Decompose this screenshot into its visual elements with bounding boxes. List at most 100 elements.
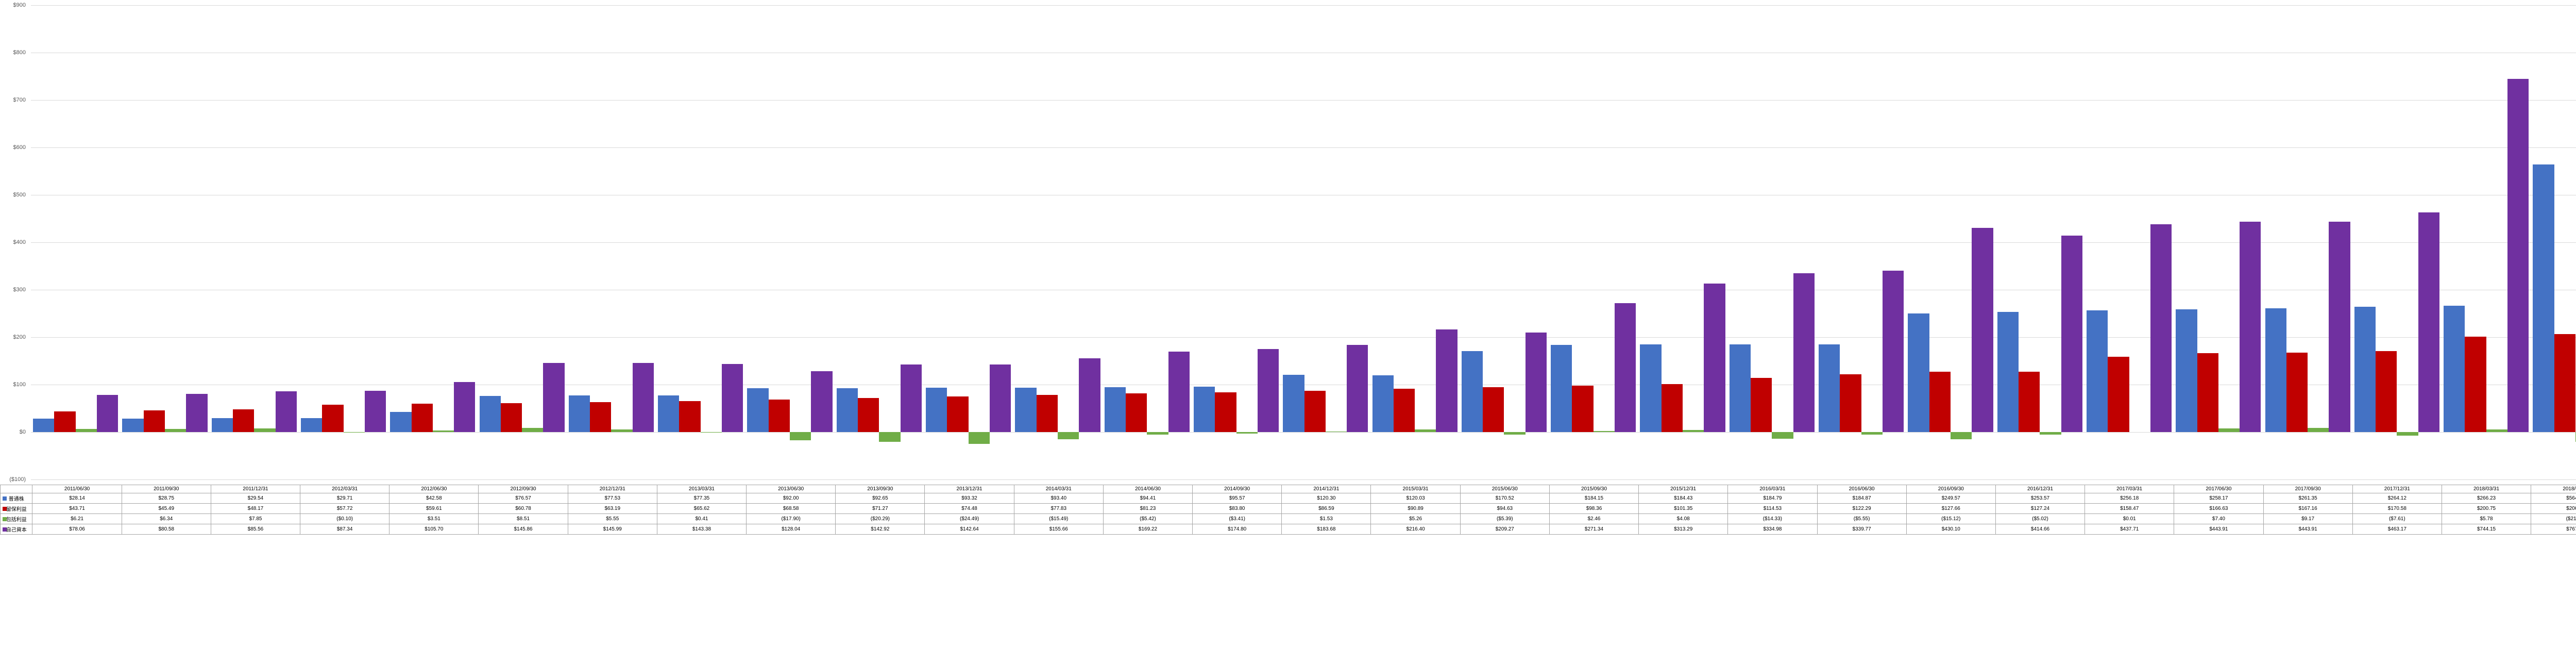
bar	[1347, 345, 1368, 432]
y-tick-label: ($100)	[9, 476, 26, 483]
table-cell: $87.34	[300, 524, 389, 535]
table-cell: $253.57	[1995, 493, 2084, 504]
bar	[1105, 387, 1126, 432]
bar	[276, 391, 297, 432]
table-cell: $74.48	[925, 504, 1014, 514]
row-label-cell: 包括利益	[1, 514, 32, 524]
table-cell: $77.53	[568, 493, 657, 504]
table-cell: $81.23	[1103, 504, 1192, 514]
table-cell: ($15.12)	[1906, 514, 1995, 524]
table-cell: $128.04	[747, 524, 836, 535]
table-header-cell: 2011/09/30	[122, 485, 211, 493]
period-group	[1370, 5, 1460, 479]
bar	[144, 410, 165, 432]
table-cell: $170.52	[1460, 493, 1549, 504]
table-cell: $4.08	[1639, 514, 1728, 524]
table-cell: $127.66	[1906, 504, 1995, 514]
table-cell: $92.65	[836, 493, 925, 504]
table-header-cell: 2017/12/31	[2352, 485, 2442, 493]
bar	[76, 429, 97, 432]
bar	[747, 388, 768, 432]
bar	[1215, 392, 1236, 432]
bar	[1258, 349, 1279, 432]
table-cell: ($14.33)	[1728, 514, 1817, 524]
period-group	[478, 5, 567, 479]
table-header-cell: 2011/12/31	[211, 485, 300, 493]
bar	[969, 432, 990, 444]
table-cell: $85.56	[211, 524, 300, 535]
bar	[837, 388, 858, 432]
bar	[1972, 228, 1993, 432]
bar	[1504, 432, 1525, 435]
bar	[165, 429, 186, 432]
table-cell: $80.58	[122, 524, 211, 535]
table-header-cell: 2012/03/31	[300, 485, 389, 493]
y-tick-label: $100	[13, 382, 26, 388]
table-row: 包括利益$6.21$6.34$7.85($0.10)$3.51$8.51$5.5…	[1, 514, 2576, 524]
table-cell: $2.46	[1549, 514, 1638, 524]
table-cell: $158.47	[2085, 504, 2174, 514]
data-table: 2011/06/302011/09/302011/12/312012/03/31…	[0, 485, 2576, 535]
table-cell: $6.21	[32, 514, 122, 524]
table-cell: $127.24	[1995, 504, 2084, 514]
period-group	[1103, 5, 1192, 479]
bar	[1772, 432, 1793, 439]
table-corner	[1, 485, 32, 493]
table-header-cell: 2013/06/30	[747, 485, 836, 493]
bar	[858, 398, 879, 432]
bar	[1194, 387, 1215, 432]
table-cell: $90.89	[1371, 504, 1460, 514]
bar	[501, 403, 522, 432]
table-header-cell: 2018/03/31	[2442, 485, 2531, 493]
bar	[1861, 432, 1883, 435]
bar	[947, 396, 968, 432]
table-cell: $93.32	[925, 493, 1014, 504]
bar	[2533, 164, 2554, 432]
bar	[769, 400, 790, 432]
table-cell: $209.27	[1460, 524, 1549, 535]
bar	[122, 419, 143, 432]
bar	[722, 364, 743, 432]
table-row: 普通株$28.14$28.75$29.54$29.71$42.58$76.57$…	[1, 493, 2576, 504]
bar	[658, 395, 679, 432]
bar	[1147, 432, 1168, 435]
table-cell: $430.10	[1906, 524, 1995, 535]
table-cell: $98.36	[1549, 504, 1638, 514]
table-cell: $29.71	[300, 493, 389, 504]
bar	[1704, 284, 1725, 432]
period-group	[1460, 5, 1549, 479]
table-cell: $59.61	[389, 504, 479, 514]
bar	[33, 419, 54, 432]
bar	[2507, 79, 2529, 432]
period-group	[567, 5, 656, 479]
table-cell: $184.43	[1639, 493, 1728, 504]
table-cell: ($21.17)	[2531, 514, 2576, 524]
table-header-cell: 2012/12/31	[568, 485, 657, 493]
table-header-cell: 2018/06/30	[2531, 485, 2576, 493]
table-cell: $122.29	[1817, 504, 1906, 514]
table-cell: $155.66	[1014, 524, 1103, 535]
row-label-cell: 留保利益	[1, 504, 32, 514]
bar	[2444, 306, 2465, 432]
bar	[1394, 389, 1415, 432]
row-swatch	[3, 507, 7, 511]
row-swatch	[3, 527, 7, 532]
table-header-cell: 2013/09/30	[836, 485, 925, 493]
table-cell: $184.79	[1728, 493, 1817, 504]
bar	[2376, 351, 2397, 432]
table-cell: $145.99	[568, 524, 657, 535]
table-header-cell: 2016/03/31	[1728, 485, 1817, 493]
period-group	[656, 5, 745, 479]
bar	[2486, 429, 2507, 432]
y-tick-label: $300	[13, 287, 26, 293]
table-cell: $0.01	[2085, 514, 2174, 524]
bar	[1462, 351, 1483, 432]
period-group	[2174, 5, 2263, 479]
period-group	[1638, 5, 1727, 479]
bar	[2554, 334, 2575, 432]
bar	[2286, 353, 2308, 432]
table-cell: $0.41	[657, 514, 746, 524]
period-group	[2084, 5, 2174, 479]
y-tick-label: $500	[13, 192, 26, 198]
gridline	[31, 479, 2576, 480]
